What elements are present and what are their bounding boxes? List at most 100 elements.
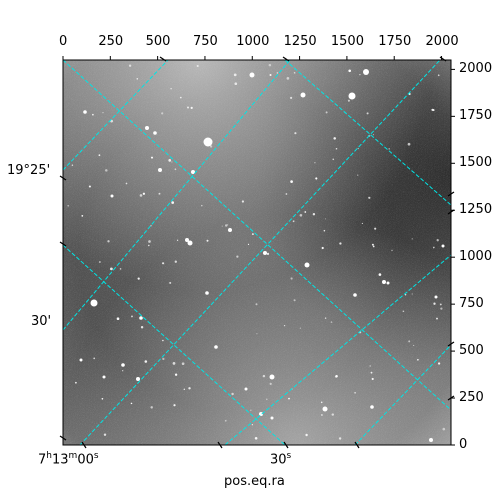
faint-star [324,317,327,319]
faint-star [247,243,250,246]
faint-star [357,174,359,176]
faint-star [188,387,191,390]
faint-star [99,261,101,263]
faint-star [404,294,407,296]
wcs-tick [59,435,67,441]
faint-star [320,401,323,404]
grid-line [63,244,286,445]
faint-star [179,96,182,99]
right-tick-label: 1000 [459,249,493,265]
faint-star [174,168,177,171]
right-tick-label: 2000 [459,61,493,77]
star [139,316,143,320]
star [110,194,114,198]
faint-star [290,180,293,183]
faint-star [93,357,96,360]
right-tick-label: 250 [459,390,484,406]
wcs-tick [354,441,360,449]
faint-star [269,73,272,77]
faint-star [148,244,150,247]
faint-star [433,302,436,305]
star [363,69,369,75]
faint-star [190,106,193,110]
star [370,405,374,409]
faint-star [442,427,446,431]
faint-star [144,360,148,363]
star [269,374,275,380]
faint-star [107,240,110,243]
faint-star [142,192,146,195]
faint-star [372,134,374,136]
top-tick-label: 1500 [330,34,364,49]
faint-star [348,69,352,73]
right-tick-label: 0 [459,437,468,452]
faint-star [440,307,443,310]
star [102,375,106,379]
faint-star [255,303,258,306]
star [382,280,386,284]
faint-star [431,108,434,111]
faint-star [289,96,293,100]
faint-star [224,419,227,422]
faint-star [408,340,411,343]
faint-star [286,77,290,80]
top-tick-label: 1750 [378,34,412,49]
faint-star [150,156,154,159]
faint-star [158,192,161,195]
faint-star [196,64,199,68]
faint-star [92,113,94,116]
grid-line [63,60,291,331]
star [136,377,140,381]
faint-star [262,374,266,378]
star-field [67,63,446,442]
right-tick-label: 1750 [459,108,493,124]
faint-star [314,162,316,164]
faint-star [293,71,296,74]
wcs-tick [439,56,447,62]
faint-star [183,388,186,391]
star [244,387,248,391]
faint-star [411,238,413,240]
faint-star [75,381,77,384]
star [441,244,445,248]
faint-star [290,277,293,280]
right-tick-label: 1500 [459,155,493,171]
faint-star [338,437,342,440]
faint-star [67,204,70,207]
faint-star [169,281,172,284]
faint-star [354,391,356,394]
faint-star [116,317,120,321]
faint-star [176,239,179,241]
faint-star [293,299,296,302]
faint-star [315,177,318,180]
star [185,238,189,242]
star [259,412,263,416]
faint-star [330,321,333,323]
faint-star [388,148,390,150]
faint-star [304,211,307,213]
faint-star [299,214,303,217]
faint-star [413,344,415,346]
faint-star [436,317,438,320]
faint-star [150,406,153,409]
grid-line [224,254,451,445]
wcs-ticks [59,56,455,449]
wcs-tick [59,241,67,247]
faint-star [321,246,324,250]
faint-star [285,193,288,195]
grid-line [63,60,169,171]
grid-line [63,60,451,411]
star [228,228,232,232]
faint-star [136,78,139,80]
star [429,438,433,442]
faint-star [402,310,405,313]
star [300,92,306,98]
faint-star [268,63,272,67]
star [153,131,157,135]
star [249,72,255,78]
faint-star [436,239,439,242]
faint-star [233,73,237,77]
faint-star [432,246,435,249]
faint-star [335,147,338,150]
star [187,240,193,246]
